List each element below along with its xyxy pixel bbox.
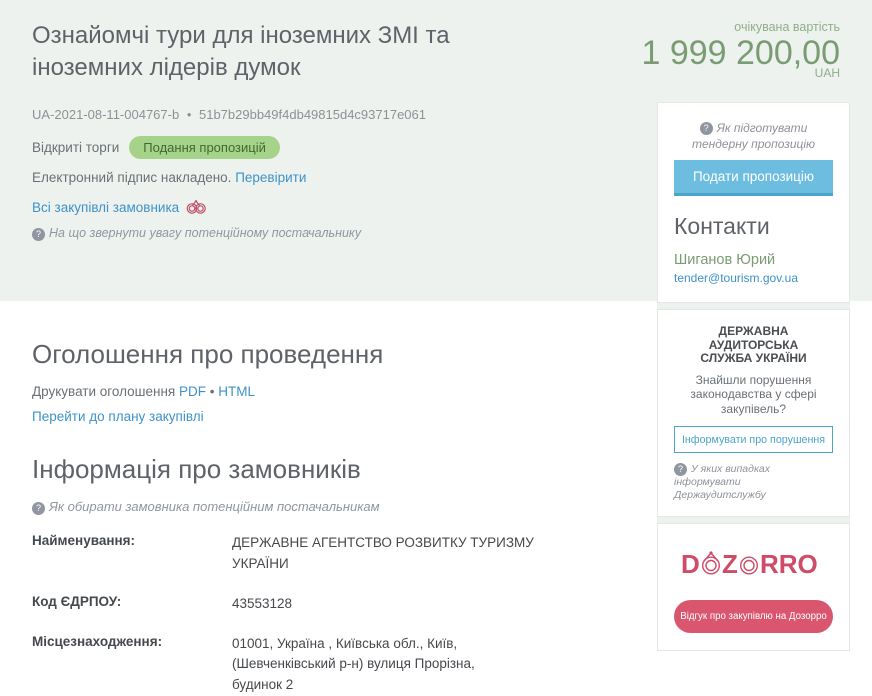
svg-text:Z: Z bbox=[722, 551, 738, 579]
svg-text:RRO: RRO bbox=[760, 551, 818, 579]
svg-text:D: D bbox=[681, 551, 700, 579]
